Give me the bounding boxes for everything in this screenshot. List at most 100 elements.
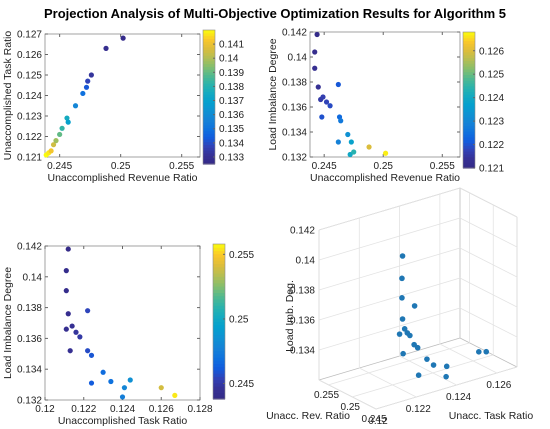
colorbar-segment bbox=[463, 63, 475, 67]
colorbar-segment bbox=[203, 46, 215, 51]
colorbar-segment bbox=[203, 152, 215, 157]
y-axis-label: Load Imbalance Degree bbox=[2, 267, 14, 379]
colorbar-segment bbox=[203, 91, 215, 95]
colorbar-segment bbox=[463, 74, 475, 78]
colorbar-segment bbox=[213, 353, 225, 358]
colorbar-segment bbox=[463, 125, 475, 129]
x-tick-label: 0.245 bbox=[47, 161, 72, 172]
y-tick-label: 0.134 bbox=[17, 365, 42, 376]
data-point bbox=[63, 288, 69, 294]
data-point bbox=[320, 94, 326, 100]
colorbar-segment bbox=[203, 69, 215, 73]
colorbar-segment bbox=[463, 153, 475, 158]
y-tick-label: 0.126 bbox=[486, 380, 511, 391]
colorbar-segment bbox=[203, 141, 215, 146]
data-point bbox=[63, 268, 69, 274]
colorbar-segment bbox=[213, 382, 225, 387]
colorbar-segment bbox=[203, 77, 215, 81]
colorbar-segment bbox=[203, 116, 215, 120]
data-point-3d bbox=[411, 303, 418, 309]
colorbar-segment bbox=[203, 138, 215, 143]
y-tick-label: 0.136 bbox=[282, 103, 307, 114]
data-point-3d bbox=[399, 316, 406, 322]
colorbar-segment bbox=[213, 340, 225, 345]
data-point bbox=[312, 49, 318, 55]
data-point bbox=[382, 150, 389, 156]
colorbar-segment bbox=[213, 244, 225, 248]
data-point-3d bbox=[443, 373, 449, 380]
y-axis-label: Load Imbalance Degree bbox=[267, 38, 279, 150]
colorbar-segment bbox=[463, 43, 475, 47]
colorbar-segment bbox=[463, 148, 475, 152]
colorbar-segment bbox=[213, 305, 225, 310]
y-tick-label: 0.142 bbox=[17, 242, 42, 253]
data-point bbox=[88, 352, 95, 358]
x-tick-label: 0.245 bbox=[361, 414, 386, 425]
colorbar-tick-label: 0.121 bbox=[479, 164, 504, 175]
colorbar-segment bbox=[463, 54, 475, 59]
colorbar-segment bbox=[463, 71, 475, 76]
y-tick-label: 0.123 bbox=[17, 112, 42, 123]
colorbar-segment bbox=[203, 136, 215, 140]
data-point-3d bbox=[396, 331, 403, 337]
figure-title: Projection Analysis of Multi-Objective O… bbox=[44, 6, 506, 21]
floor-grid-line bbox=[328, 342, 470, 386]
data-point-3d bbox=[407, 332, 413, 339]
colorbar-segment bbox=[213, 273, 225, 277]
data-point bbox=[85, 308, 91, 314]
data-point bbox=[57, 131, 63, 138]
plot-frame bbox=[44, 245, 201, 401]
data-point-3d bbox=[399, 295, 405, 301]
data-point bbox=[108, 378, 114, 385]
colorbar-segment bbox=[203, 49, 215, 53]
panel-2: 0.245 0.25 0.255 0.132 0.134 0.136 0.138 0.14 0.… bbox=[267, 28, 504, 185]
y-axis-label: Unacc. Task Ratio bbox=[449, 410, 534, 422]
data-point bbox=[323, 99, 330, 105]
data-point-3d bbox=[443, 363, 450, 370]
data-point bbox=[366, 144, 372, 150]
colorbar-tick-label: 0.255 bbox=[229, 250, 254, 261]
colorbar-segment bbox=[213, 379, 225, 384]
colorbar-segment bbox=[213, 395, 225, 400]
y-tick-label: 0.138 bbox=[17, 303, 42, 314]
colorbar-tick-label: 0.134 bbox=[219, 138, 244, 149]
x-tick-label: 0.25 bbox=[111, 161, 131, 172]
x-tick-label: 0.255 bbox=[314, 390, 339, 401]
colorbar-segment bbox=[203, 43, 215, 48]
data-point bbox=[72, 103, 79, 109]
colorbar-segment bbox=[463, 128, 475, 132]
colorbar-segment bbox=[203, 150, 215, 154]
colorbar-segment bbox=[463, 57, 475, 61]
data-point bbox=[348, 139, 354, 145]
z-tick-label: 0.136 bbox=[290, 316, 315, 327]
colorbar-segment bbox=[203, 85, 215, 90]
wall-grid-line bbox=[459, 187, 518, 218]
colorbar-segment bbox=[213, 295, 225, 300]
x-tick-label: 0.255 bbox=[430, 161, 455, 172]
colorbar-segment bbox=[213, 369, 225, 374]
colorbar-tick-label: 0.245 bbox=[229, 379, 254, 390]
wall-grid-line bbox=[318, 187, 461, 231]
x-tick-label: 0.128 bbox=[187, 404, 212, 415]
colorbar-segment bbox=[203, 66, 215, 70]
data-point bbox=[69, 323, 75, 329]
y-tick-label: 0.124 bbox=[17, 91, 42, 102]
data-point bbox=[85, 78, 91, 84]
colorbar-segment bbox=[463, 165, 475, 169]
x-tick-label: 0.25 bbox=[341, 402, 361, 413]
data-point bbox=[100, 369, 106, 375]
y-tick-label: 0.124 bbox=[446, 392, 471, 403]
z-tick-label: 0.138 bbox=[290, 286, 315, 297]
colorbar-tick-label: 0.14 bbox=[219, 54, 239, 65]
colorbar-segment bbox=[463, 108, 475, 112]
colorbar-segment bbox=[463, 68, 475, 73]
colorbar-segment bbox=[213, 334, 225, 339]
data-point bbox=[50, 142, 57, 148]
data-point bbox=[67, 348, 73, 354]
x-tick-label: 0.126 bbox=[149, 404, 174, 415]
colorbar-segment bbox=[203, 30, 215, 34]
colorbar-tick-label: 0.126 bbox=[479, 46, 504, 57]
colorbar-segment bbox=[203, 124, 215, 129]
colorbar-segment bbox=[463, 102, 475, 107]
